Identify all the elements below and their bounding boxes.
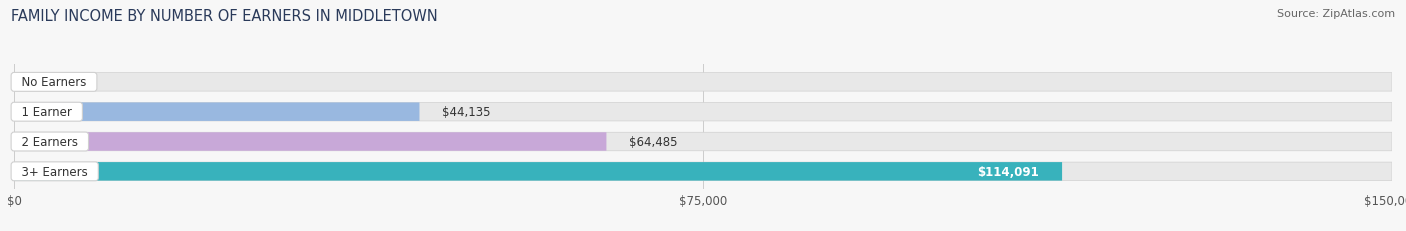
FancyBboxPatch shape [14, 103, 419, 122]
FancyBboxPatch shape [14, 73, 1392, 92]
Text: 2 Earners: 2 Earners [14, 135, 86, 148]
Text: $0: $0 [37, 76, 52, 89]
FancyBboxPatch shape [14, 162, 1392, 181]
Text: Source: ZipAtlas.com: Source: ZipAtlas.com [1277, 9, 1395, 19]
Text: No Earners: No Earners [14, 76, 94, 89]
FancyBboxPatch shape [14, 133, 1392, 151]
Text: $44,135: $44,135 [443, 106, 491, 119]
Text: $64,485: $64,485 [630, 135, 678, 148]
FancyBboxPatch shape [14, 133, 606, 151]
Text: 3+ Earners: 3+ Earners [14, 165, 96, 178]
Text: $114,091: $114,091 [977, 165, 1039, 178]
FancyBboxPatch shape [14, 162, 1062, 181]
Text: 1 Earner: 1 Earner [14, 106, 79, 119]
Text: FAMILY INCOME BY NUMBER OF EARNERS IN MIDDLETOWN: FAMILY INCOME BY NUMBER OF EARNERS IN MI… [11, 9, 439, 24]
FancyBboxPatch shape [14, 103, 1392, 122]
